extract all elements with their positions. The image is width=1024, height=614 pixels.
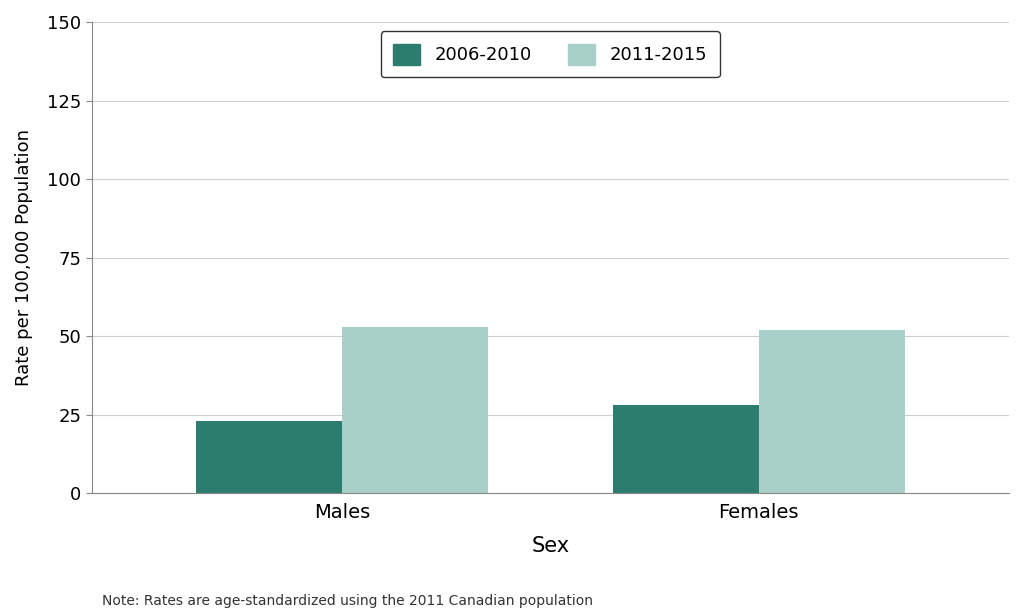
Text: Note: Rates are age-standardized using the 2011 Canadian population: Note: Rates are age-standardized using t…	[102, 594, 593, 608]
Y-axis label: Rate per 100,000 Population: Rate per 100,000 Population	[15, 129, 33, 386]
X-axis label: Sex: Sex	[531, 536, 569, 556]
Legend: 2006-2010, 2011-2015: 2006-2010, 2011-2015	[381, 31, 720, 77]
Bar	[342, 327, 487, 494]
Bar	[759, 330, 905, 494]
Bar	[613, 405, 759, 494]
Bar	[196, 421, 342, 494]
